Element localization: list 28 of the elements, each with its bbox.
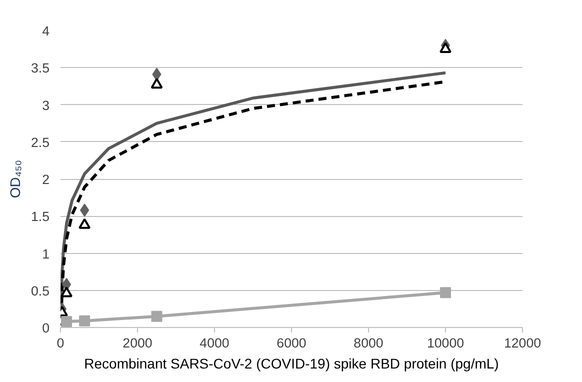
point — [440, 287, 451, 298]
point — [440, 42, 452, 53]
point — [150, 78, 163, 89]
y-tick-label: 4 — [42, 24, 50, 38]
x-tick-label: 6000 — [276, 336, 306, 350]
point — [152, 68, 162, 81]
y-tick-label: 2.5 — [30, 134, 50, 150]
point — [151, 310, 162, 322]
x-axis-title: Recombinant SARS-CoV-2 (COVID-19) spike RBD protein (pg/mL) — [84, 356, 499, 372]
x-tick-label: 0 — [56, 336, 64, 350]
y-tick-label: 3.5 — [30, 60, 50, 76]
x-tick-label: 4000 — [200, 336, 230, 350]
x-tick-label: 2000 — [122, 336, 152, 350]
y-tick-label: 1.5 — [30, 209, 50, 224]
x-tick-label: 12000 — [504, 336, 542, 350]
y-tick-label: 0.5 — [30, 283, 50, 298]
y-tick-label: 3 — [42, 98, 50, 113]
y-axis-title: OD₄₅₀ — [6, 160, 23, 198]
point — [79, 315, 90, 326]
point — [60, 286, 73, 298]
x-tick-label: 10000 — [426, 336, 464, 350]
point — [78, 218, 91, 229]
y-tick-label: 2 — [42, 172, 50, 187]
point — [61, 316, 72, 328]
y-tick-label: 1 — [42, 246, 50, 262]
x-tick-label: 8000 — [354, 336, 384, 350]
point — [80, 204, 90, 217]
y-tick-label: 0 — [42, 320, 50, 336]
